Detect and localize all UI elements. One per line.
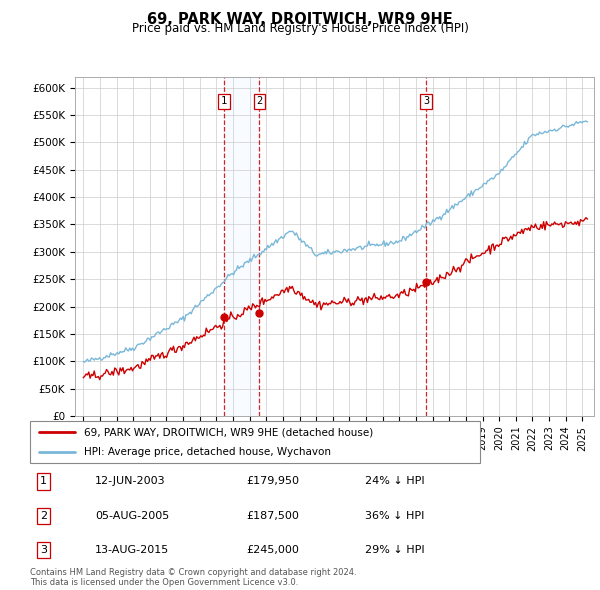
Bar: [224, 77, 259, 416]
Text: 3: 3: [423, 96, 429, 106]
FancyBboxPatch shape: [30, 421, 480, 463]
Text: 3: 3: [40, 545, 47, 555]
Text: Price paid vs. HM Land Registry's House Price Index (HPI): Price paid vs. HM Land Registry's House …: [131, 22, 469, 35]
Text: 2: 2: [256, 96, 263, 106]
Text: 12-JUN-2003: 12-JUN-2003: [95, 477, 166, 486]
Text: £187,500: £187,500: [246, 511, 299, 520]
Text: 1: 1: [221, 96, 227, 106]
Text: 24% ↓ HPI: 24% ↓ HPI: [365, 477, 424, 486]
Text: HPI: Average price, detached house, Wychavon: HPI: Average price, detached house, Wych…: [84, 447, 331, 457]
Text: 29% ↓ HPI: 29% ↓ HPI: [365, 545, 424, 555]
Text: £179,950: £179,950: [246, 477, 299, 486]
Text: Contains HM Land Registry data © Crown copyright and database right 2024.
This d: Contains HM Land Registry data © Crown c…: [30, 568, 356, 587]
Text: 69, PARK WAY, DROITWICH, WR9 9HE (detached house): 69, PARK WAY, DROITWICH, WR9 9HE (detach…: [84, 427, 373, 437]
Text: 36% ↓ HPI: 36% ↓ HPI: [365, 511, 424, 520]
Text: 69, PARK WAY, DROITWICH, WR9 9HE: 69, PARK WAY, DROITWICH, WR9 9HE: [147, 12, 453, 27]
Text: 13-AUG-2015: 13-AUG-2015: [95, 545, 169, 555]
Text: 05-AUG-2005: 05-AUG-2005: [95, 511, 169, 520]
Text: 1: 1: [40, 477, 47, 486]
Text: 2: 2: [40, 511, 47, 520]
Text: £245,000: £245,000: [246, 545, 299, 555]
